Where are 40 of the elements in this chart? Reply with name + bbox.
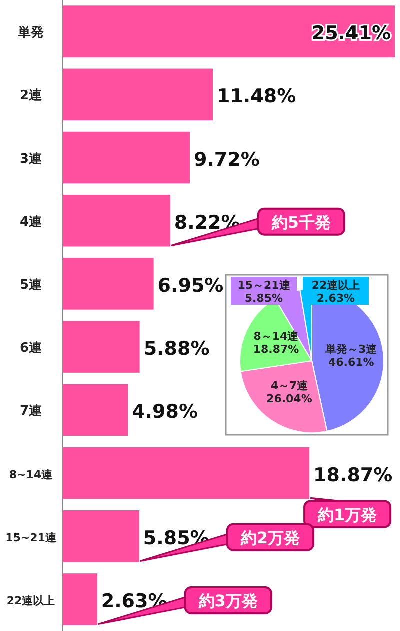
slice-label: 8～14連 bbox=[254, 330, 300, 343]
annotation: 約5千発 bbox=[270, 212, 331, 232]
y-tick-label: 22連以上 bbox=[6, 594, 56, 608]
data-label: 5.88% bbox=[144, 338, 210, 360]
data-label: 25.41% bbox=[312, 22, 391, 45]
data-label: 5.85% bbox=[244, 292, 284, 305]
y-tick-label: 5連 bbox=[20, 278, 44, 293]
bar bbox=[63, 68, 213, 121]
y-tick-label: 6連 bbox=[20, 341, 44, 356]
data-label: 4.98% bbox=[132, 401, 198, 424]
y-tick-label: 単発 bbox=[17, 26, 44, 41]
annotation: 約3万発 bbox=[198, 591, 258, 610]
slice-label: 15～21連 bbox=[238, 279, 292, 292]
data-label: 2.63% bbox=[316, 292, 356, 305]
data-label: 9.72% bbox=[194, 148, 260, 171]
data-label: 46.61% bbox=[328, 356, 374, 369]
data-label: 11.48% bbox=[216, 86, 296, 108]
y-tick-label: 15~21連 bbox=[6, 531, 58, 544]
slice-label: 4～7連 bbox=[270, 380, 310, 393]
y-tick-label: 4連 bbox=[20, 214, 44, 230]
data-label: 6.95% bbox=[158, 274, 224, 297]
bar bbox=[63, 132, 190, 184]
bar bbox=[63, 258, 154, 310]
bar bbox=[63, 384, 128, 436]
slice-label: 22連以上 bbox=[312, 279, 360, 292]
y-tick-label: 2連 bbox=[20, 88, 44, 104]
y-tick-label: 7連 bbox=[20, 404, 44, 420]
data-label: 26.04% bbox=[266, 392, 312, 406]
bar bbox=[63, 6, 395, 58]
annotation: 約1万発 bbox=[304, 497, 392, 528]
y-tick-label: 8~14連 bbox=[9, 468, 54, 482]
slice-label: 単発～3連 bbox=[324, 342, 378, 356]
bar bbox=[63, 447, 310, 500]
bar bbox=[63, 321, 140, 373]
annotation: 約2万発 bbox=[240, 528, 300, 548]
data-label: 18.87% bbox=[314, 464, 393, 486]
data-label: 5.85% bbox=[143, 527, 210, 550]
annotation: 約1万発 bbox=[316, 505, 378, 524]
y-tick-label: 3連 bbox=[20, 152, 44, 167]
data-label: 18.87% bbox=[253, 342, 300, 356]
